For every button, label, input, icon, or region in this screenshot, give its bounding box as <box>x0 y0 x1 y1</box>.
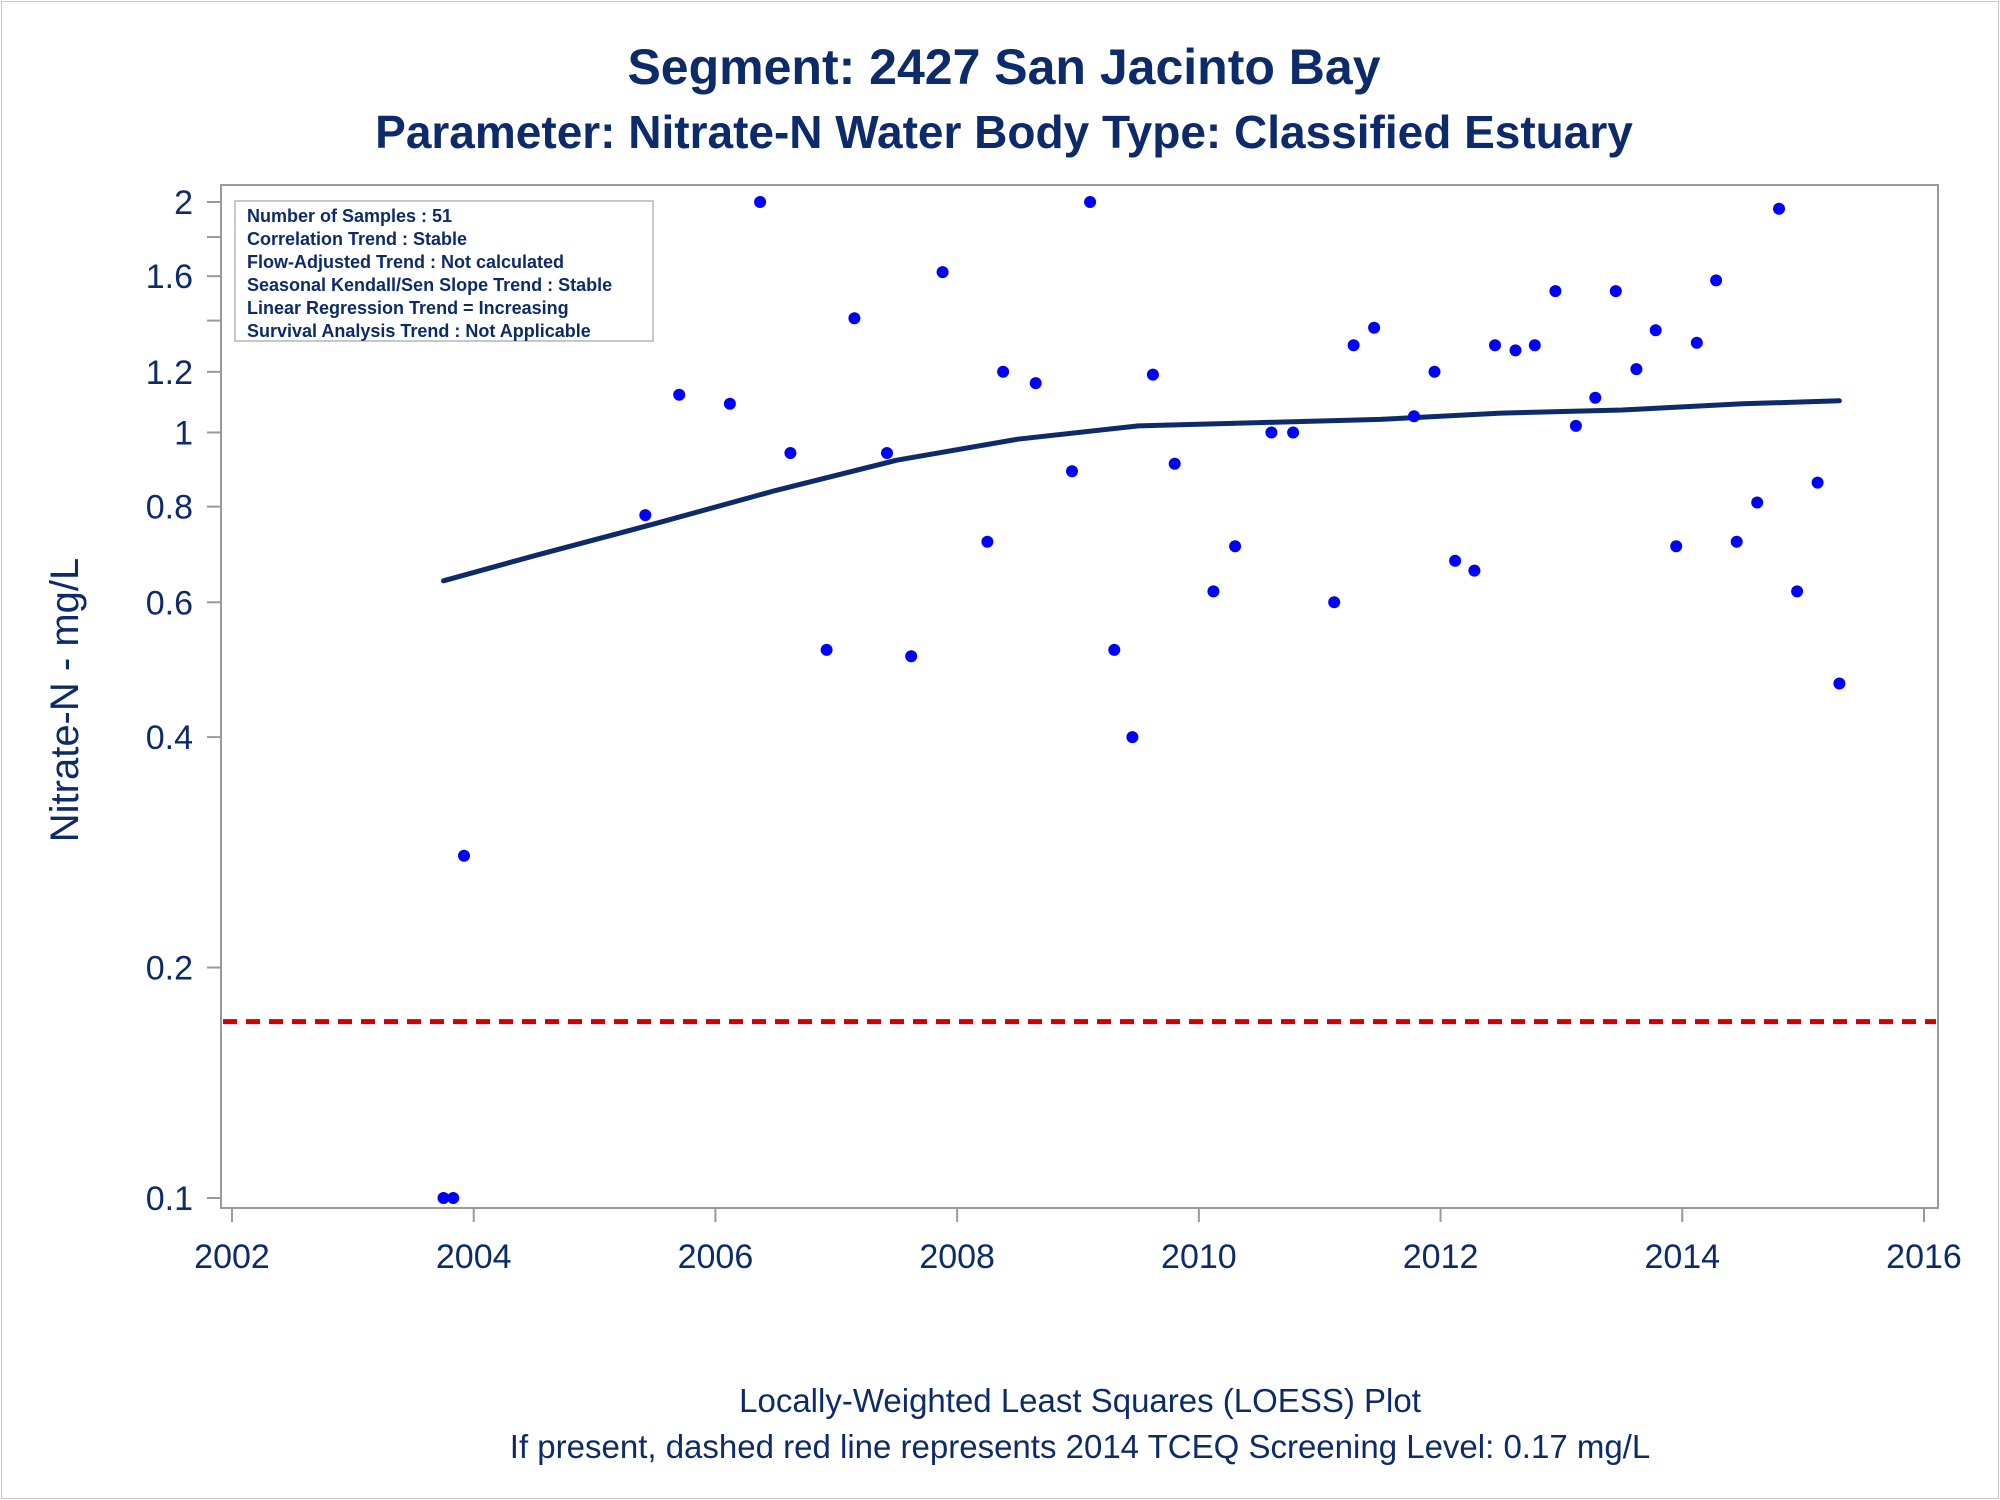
info-line-3: Seasonal Kendall/Sen Slope Trend : Stabl… <box>247 275 612 295</box>
data-point-11 <box>905 650 918 663</box>
data-point-39 <box>1609 285 1622 298</box>
data-point-31 <box>1449 554 1462 567</box>
data-point-13 <box>981 535 994 548</box>
x-tick-label-2004: 2004 <box>436 1238 512 1276</box>
data-point-8 <box>820 643 833 656</box>
info-line-2: Flow-Adjusted Trend : Not calculated <box>247 252 564 272</box>
y-tick-label-1.2: 1.2 <box>146 354 193 392</box>
data-point-34 <box>1509 344 1522 357</box>
x-tick-label-2002: 2002 <box>194 1238 270 1276</box>
y-tick-label-0.1: 0.1 <box>146 1180 193 1218</box>
info-line-5: Survival Analysis Trend : Not Applicable <box>247 321 591 341</box>
data-point-47 <box>1773 202 1785 215</box>
data-point-15 <box>1029 377 1042 390</box>
info-box: Number of Samples : 51 Correlation Trend … <box>234 200 654 342</box>
data-point-21 <box>1168 457 1181 470</box>
data-point-44 <box>1710 274 1723 287</box>
data-point-2 <box>458 849 470 862</box>
x-tick-label-2008: 2008 <box>919 1238 995 1276</box>
data-point-9 <box>848 312 861 325</box>
data-point-42 <box>1670 540 1683 553</box>
data-point-33 <box>1489 339 1501 352</box>
y-tick-label-0.8: 0.8 <box>146 489 193 527</box>
x-tick-label-2010: 2010 <box>1161 1238 1237 1276</box>
y-tick-label-0.6: 0.6 <box>146 584 193 622</box>
data-point-37 <box>1569 419 1582 432</box>
data-point-35 <box>1528 339 1541 352</box>
y-tick-label-1.6: 1.6 <box>146 258 193 296</box>
plot-area <box>220 184 1939 1209</box>
data-point-43 <box>1690 336 1703 349</box>
data-point-40 <box>1630 363 1643 376</box>
data-point-12 <box>936 266 949 279</box>
data-point-41 <box>1649 324 1662 337</box>
data-point-24 <box>1265 426 1278 439</box>
info-line-0: Number of Samples : 51 <box>247 206 452 226</box>
data-point-28 <box>1368 321 1381 334</box>
data-point-22 <box>1207 585 1220 598</box>
data-point-32 <box>1468 564 1481 577</box>
data-point-17 <box>1084 196 1097 208</box>
data-point-4 <box>673 388 686 401</box>
x-tick-label-2012: 2012 <box>1403 1238 1479 1276</box>
chart-subtitle: Parameter: Nitrate-N Water Body Type: Cl… <box>375 106 1633 158</box>
data-point-3 <box>639 509 652 522</box>
data-point-29 <box>1408 410 1420 423</box>
data-point-0 <box>437 1192 450 1204</box>
y-tick-label-2: 2 <box>174 184 193 222</box>
data-point-50 <box>1833 677 1846 690</box>
data-point-36 <box>1549 285 1562 298</box>
data-point-38 <box>1589 391 1602 404</box>
data-point-14 <box>997 365 1010 378</box>
data-point-49 <box>1811 476 1824 489</box>
x-tick-label-2006: 2006 <box>678 1238 754 1276</box>
data-point-1 <box>447 1192 460 1204</box>
data-point-16 <box>1066 465 1078 478</box>
data-point-7 <box>784 447 797 459</box>
data-point-18 <box>1108 643 1121 656</box>
info-line-1: Correlation Trend : Stable <box>247 229 467 249</box>
data-point-20 <box>1146 368 1159 381</box>
info-line-4: Linear Regression Trend = Increasing <box>247 298 569 318</box>
y-tick-label-0.2: 0.2 <box>146 950 193 988</box>
footnote-screening-level: If present, dashed red line represents 2… <box>510 1428 1650 1465</box>
data-point-45 <box>1730 535 1743 548</box>
y-axis-label: Nitrate-N - mg/L <box>43 558 87 843</box>
loess-curve <box>441 398 1842 584</box>
data-point-10 <box>881 447 893 459</box>
data-point-26 <box>1328 596 1341 609</box>
data-point-6 <box>754 196 767 208</box>
data-point-23 <box>1229 540 1242 553</box>
info-box-border <box>234 200 654 342</box>
data-point-30 <box>1428 365 1441 378</box>
y-tick-label-1: 1 <box>174 414 193 452</box>
data-point-25 <box>1287 426 1300 439</box>
data-point-27 <box>1347 339 1360 352</box>
footnote-loess: Locally-Weighted Least Squares (LOESS) P… <box>739 1382 1421 1419</box>
data-point-19 <box>1126 731 1139 744</box>
chart-title: Segment: 2427 San Jacinto Bay <box>627 39 1380 95</box>
data-point-5 <box>723 397 736 410</box>
data-point-46 <box>1751 496 1764 509</box>
y-tick-label-0.4: 0.4 <box>146 719 193 757</box>
data-point-48 <box>1791 585 1804 598</box>
x-tick-label-2016: 2016 <box>1886 1238 1962 1276</box>
x-tick-label-2014: 2014 <box>1644 1238 1720 1276</box>
